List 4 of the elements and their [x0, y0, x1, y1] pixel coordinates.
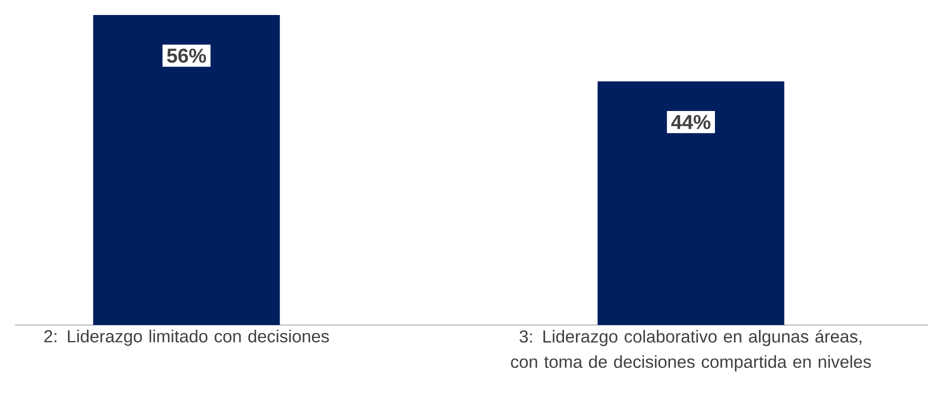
data-label: 56%	[167, 48, 206, 63]
x-tick-label: 2: Liderazgo limitado con decisiones	[44, 330, 329, 346]
x-tick-label: 3: Liderazgo colaborativo en algunas áreas, con toma de decisiones compartida en niveles	[511, 330, 871, 372]
data-label: 44%	[671, 115, 710, 130]
